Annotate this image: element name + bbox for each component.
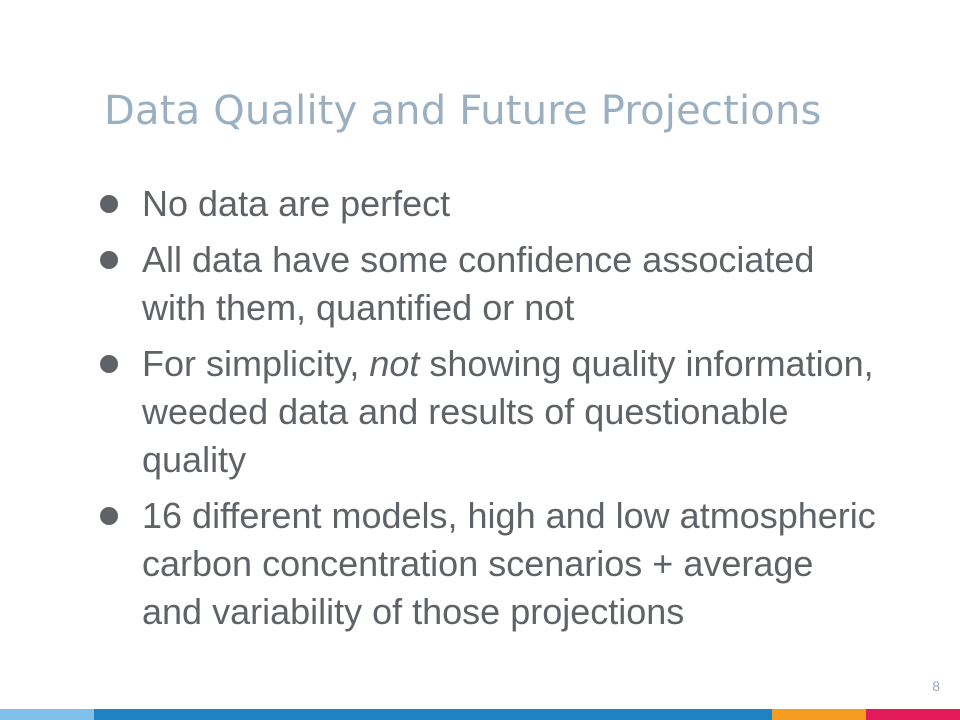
footer-segment-light-blue — [0, 709, 94, 720]
footer-segment-blue — [94, 709, 772, 720]
bullet-dot-icon — [100, 195, 118, 213]
footer-segment-pink — [866, 709, 960, 720]
bullet-item: 16 different models, high and low atmosp… — [100, 492, 880, 636]
page-number: 8 — [932, 678, 940, 694]
bullet-list: No data are perfect All data have some c… — [100, 180, 880, 644]
footer-segment-orange — [772, 709, 866, 720]
footer-color-bar — [0, 709, 960, 720]
bullet-text-prefix: For simplicity, — [142, 343, 370, 384]
bullet-text: All data have some confidence associated… — [142, 239, 815, 328]
bullet-item: No data are perfect — [100, 180, 880, 228]
bullet-dot-icon — [100, 355, 118, 373]
bullet-text: For simplicity, not showing quality info… — [142, 343, 874, 480]
bullet-dot-icon — [100, 507, 118, 525]
bullet-text: 16 different models, high and low atmosp… — [142, 495, 876, 632]
bullet-text-emphasis: not — [369, 343, 420, 384]
bullet-text-suffix: showing quality information, weeded data… — [142, 343, 874, 480]
bullet-dot-icon — [100, 251, 118, 269]
slide-title: Data Quality and Future Projections — [104, 88, 822, 134]
bullet-item: All data have some confidence associated… — [100, 236, 880, 332]
bullet-item: For simplicity, not showing quality info… — [100, 340, 880, 484]
bullet-text: No data are perfect — [142, 183, 451, 224]
